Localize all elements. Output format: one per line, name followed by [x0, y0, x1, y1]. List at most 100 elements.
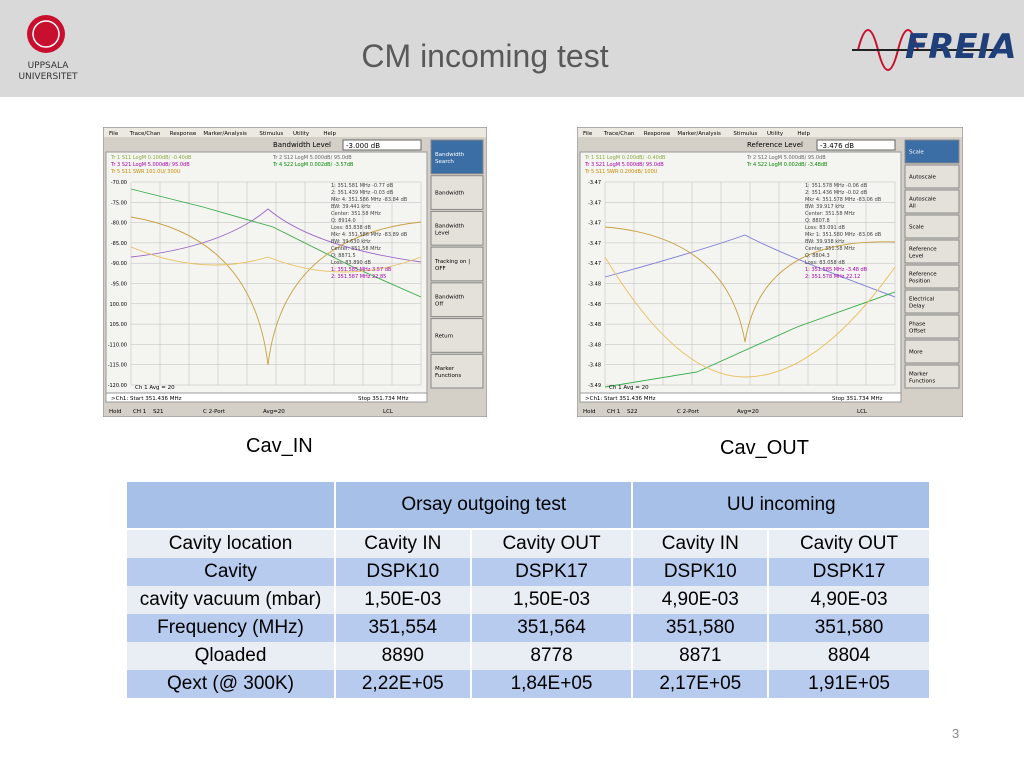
freia-wave: [857, 29, 919, 71]
table-cell: Cavity OUT: [470, 530, 634, 558]
table-cell: 1,91E+05: [768, 670, 931, 698]
softkey: [430, 210, 484, 246]
marker-readout: Mkr 4: 351.578 MHz -83.06 dB: [805, 197, 882, 203]
marker-readout: Center: 351.58 MHz: [331, 211, 381, 217]
marker-readout: Loss: 83.890 dB: [331, 260, 371, 266]
table-cell: 351,580: [632, 614, 770, 642]
softkey-label: More: [909, 350, 923, 356]
softkey: [904, 314, 960, 339]
softkey-label: Autoscale All: [909, 197, 937, 210]
softkey-line: Reference: [909, 247, 937, 253]
softkey-label: Return: [435, 333, 454, 339]
softkey: [904, 289, 960, 314]
marker-readout: Center: 351.58 MHz: [805, 246, 855, 252]
softkey-line: Search: [435, 159, 454, 165]
marker-readout: Q: 8807.8: [805, 218, 830, 224]
trace-legend: Tr 4 S22 LogM 0.002dB/ -3.48dB: [746, 162, 828, 168]
softkey-line: Bandwidth: [435, 223, 465, 229]
stop-label: Stop 351.734 MHz: [358, 396, 409, 402]
softkey-label: Scale: [909, 225, 924, 231]
freia-logo: FREIA: [905, 27, 1017, 67]
y-tick-label: -3.47: [588, 200, 601, 206]
menu-bar: [104, 128, 486, 137]
softkey-line: Autoscale: [909, 197, 937, 203]
menu-item: Utility: [767, 131, 784, 137]
trace-legend: Tr 3 S21 LogM 5.000dB/ 95.0dB: [584, 162, 664, 168]
trace: [604, 291, 896, 388]
y-tick-label: -3.47: [588, 241, 601, 247]
status-item: S21: [153, 409, 164, 415]
softkey-label: Reference Level: [909, 247, 937, 260]
softkey-line: Off: [435, 302, 443, 308]
y-tick-label: -3.48: [588, 302, 601, 308]
y-tick-label: -3.48: [588, 363, 601, 369]
softkey-label: Bandwidth: [435, 191, 465, 197]
start-label: >Ch1: Start 351.436 MHz: [111, 396, 182, 402]
table-cell: 351,580: [768, 614, 931, 642]
entry-value: -3.476 dB: [820, 142, 854, 150]
softkey-label: Bandwidth Search: [435, 152, 465, 165]
y-tick-label: -95.00: [111, 282, 127, 288]
softkey-line: Marker: [435, 366, 455, 372]
logos: UPPSALA UNIVERSITET FREIA: [18, 15, 1017, 82]
softkey: [430, 175, 484, 210]
status-item: Hold: [583, 409, 596, 415]
trace: [604, 256, 896, 378]
table-cell: DSPK17: [768, 558, 931, 586]
menu-item: Stimulus: [733, 131, 757, 137]
table-cell: Qloaded: [127, 642, 336, 670]
results-table: Orsay outgoing test UU incoming Cavity loc…: [127, 482, 931, 698]
trace: [604, 234, 896, 298]
softkey-line: OFF: [435, 266, 446, 272]
table-cell: DSPK10: [632, 558, 770, 586]
caption: Cav_OUT: [720, 437, 809, 459]
title: CM incoming test: [361, 38, 609, 74]
marker-readout: BW: 39.441 kHz: [331, 204, 371, 210]
softkey-label: Reference Position: [909, 272, 937, 285]
softkey-label: Autoscale: [909, 175, 937, 181]
menu-item: Trace/Chan: [603, 131, 635, 137]
y-tick-label: 100.00: [110, 302, 128, 308]
table-cell: 4,90E-03: [768, 586, 931, 614]
menu-item: Response: [644, 131, 671, 137]
table-cell: Cavity location: [127, 530, 336, 558]
y-tick-label: -3.48: [588, 282, 601, 288]
softkey-line: Delay: [909, 304, 926, 310]
menu-item: Trace/Chan: [129, 131, 161, 137]
menu-item: Help: [797, 131, 810, 137]
marker-readout: 1: 351.585 MHz -3.48 dB: [805, 267, 868, 273]
marker-readout: Q: 8871.5: [331, 253, 356, 259]
softkey: [904, 214, 960, 239]
marker-readout: Mkr 4: 351.586 MHz -83.84 dB: [331, 197, 408, 203]
softkey-line: Bandwidth: [435, 152, 465, 158]
softkey: [430, 353, 484, 389]
softkey: [904, 264, 960, 289]
softkey-line: Level: [909, 254, 924, 260]
softkey-line: Marker: [909, 372, 929, 378]
header-row: Orsay outgoing test UU incoming: [127, 482, 931, 528]
marker-readout: BW: 39.630 kHz: [331, 239, 371, 245]
y-tick-label: -3.47: [588, 221, 601, 227]
softkey-line: Bandwidth: [435, 295, 465, 301]
softkey-line: Functions: [909, 379, 935, 385]
logo-text: UNIVERSITET: [18, 72, 78, 82]
y-tick-label: -110.00: [108, 342, 127, 348]
table-row: Frequency (MHz) 351,554 351,564 351,580 351,…: [127, 614, 931, 642]
softkey-line: Offset: [909, 329, 926, 335]
menu-item: Marker/Analysis: [677, 131, 721, 137]
softkey-line: Level: [435, 230, 450, 236]
softkey: [904, 364, 960, 389]
trace-legend: Tr 5 S11 SWR 101.0U/ 300U: [110, 169, 181, 175]
menu-item: Marker/Analysis: [203, 131, 247, 137]
marker-readout: BW: 39.938 kHz: [805, 239, 845, 245]
stop-label: Stop 351.734 MHz: [832, 396, 883, 402]
table-cell: Qext (@ 300K): [127, 670, 336, 698]
caption: Cav_IN: [246, 435, 313, 457]
table-cell: Cavity: [127, 558, 336, 586]
menu-bar: [578, 128, 962, 137]
marker-readout: 1: 351.585 MHz 3.57 dB: [331, 267, 392, 273]
screenshot: File Trace/Chan Response Marker/Analysis Sti…: [103, 127, 487, 417]
softkey-label: Scale: [909, 150, 924, 156]
table-cell: 1,50E-03: [335, 586, 472, 614]
trace: [604, 226, 896, 343]
